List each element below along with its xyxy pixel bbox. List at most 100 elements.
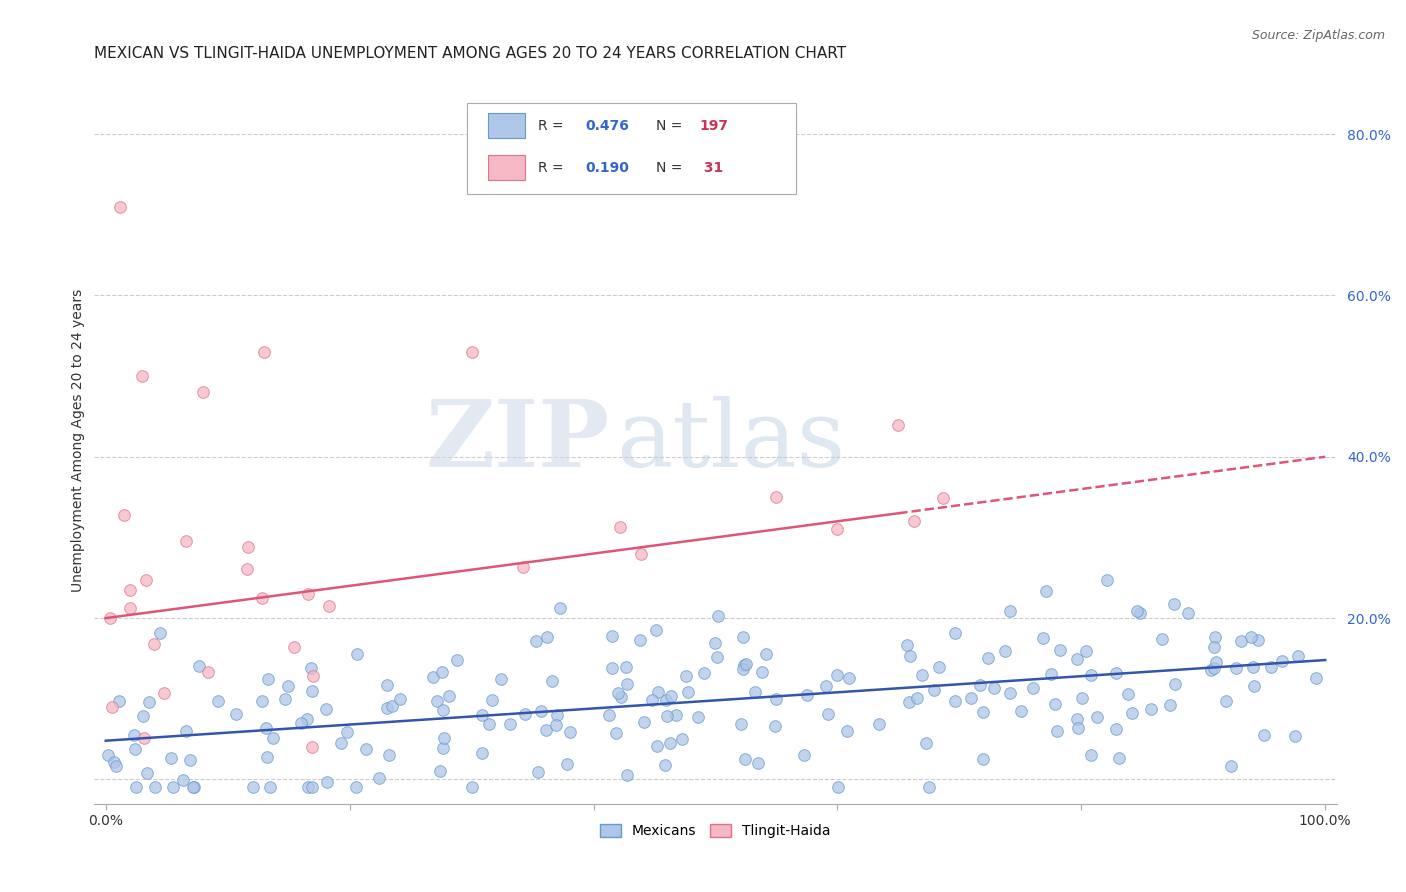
Point	[733, 657, 755, 672]
Point	[654, 693, 676, 707]
Point	[1204, 661, 1226, 675]
Point	[101, 700, 124, 714]
Point	[733, 630, 755, 644]
Point	[796, 688, 818, 702]
Point	[1199, 664, 1222, 678]
Point	[283, 640, 305, 654]
Point	[193, 385, 215, 400]
Point	[250, 693, 273, 707]
Point	[688, 710, 710, 724]
Point	[179, 753, 201, 767]
Point	[432, 665, 454, 679]
Point	[534, 723, 557, 737]
Point	[112, 508, 135, 523]
Point	[915, 735, 938, 749]
Point	[103, 756, 125, 770]
Point	[329, 736, 352, 750]
Point	[977, 650, 1000, 665]
Point	[1066, 712, 1088, 726]
Text: R =: R =	[537, 119, 568, 133]
Point	[734, 752, 756, 766]
Point	[1039, 667, 1062, 681]
Point	[512, 559, 534, 574]
Point	[301, 780, 323, 795]
Point	[943, 626, 966, 640]
Point	[131, 369, 153, 384]
Point	[1105, 666, 1128, 681]
Point	[104, 759, 127, 773]
Point	[461, 780, 484, 795]
Point	[132, 731, 155, 745]
Point	[346, 647, 368, 661]
Text: Source: ZipAtlas.com: Source: ZipAtlas.com	[1251, 29, 1385, 42]
Point	[143, 780, 166, 795]
Point	[1225, 661, 1247, 675]
Point	[1204, 631, 1226, 645]
Point	[671, 731, 693, 746]
Point	[614, 660, 637, 674]
Point	[290, 715, 312, 730]
Text: ZIP: ZIP	[426, 396, 610, 485]
Point	[645, 739, 668, 754]
Point	[524, 634, 547, 648]
Point	[1066, 721, 1088, 735]
Point	[183, 780, 205, 795]
Point	[527, 764, 550, 779]
Point	[174, 534, 197, 549]
Point	[922, 683, 945, 698]
Point	[299, 661, 322, 675]
Point	[1219, 759, 1241, 773]
Point	[905, 690, 928, 705]
Point	[1095, 573, 1118, 587]
Point	[1035, 584, 1057, 599]
Point	[931, 491, 953, 506]
Point	[607, 686, 630, 700]
FancyBboxPatch shape	[467, 103, 796, 194]
Point	[910, 668, 932, 682]
Point	[765, 692, 787, 706]
Point	[389, 691, 412, 706]
Point	[896, 639, 918, 653]
Point	[1022, 681, 1045, 695]
Point	[1241, 659, 1264, 673]
Point	[274, 691, 297, 706]
Point	[1066, 652, 1088, 666]
Point	[1205, 655, 1227, 669]
Point	[541, 674, 564, 689]
Text: atlas: atlas	[616, 396, 845, 485]
Point	[605, 726, 627, 740]
Point	[159, 751, 181, 765]
Point	[943, 694, 966, 708]
Point	[616, 677, 638, 691]
Point	[301, 740, 323, 755]
Point	[972, 752, 994, 766]
Text: N =: N =	[655, 161, 686, 175]
Point	[375, 678, 398, 692]
Point	[297, 587, 319, 601]
Point	[530, 704, 553, 718]
Point	[122, 728, 145, 742]
Point	[751, 665, 773, 679]
Point	[225, 707, 247, 722]
Point	[1253, 728, 1275, 742]
Point	[765, 490, 787, 504]
Point	[254, 721, 277, 735]
Point	[433, 731, 456, 746]
Point	[616, 768, 638, 782]
Point	[481, 693, 503, 707]
Point	[1108, 751, 1130, 765]
Text: MEXICAN VS TLINGIT-HAIDA UNEMPLOYMENT AMONG AGES 20 TO 24 YEARS CORRELATION CHAR: MEXICAN VS TLINGIT-HAIDA UNEMPLOYMENT AM…	[94, 46, 845, 62]
Point	[898, 695, 921, 709]
Point	[432, 703, 454, 717]
Point	[187, 659, 209, 673]
Point	[149, 626, 172, 640]
Point	[838, 672, 860, 686]
Point	[437, 689, 460, 703]
Point	[315, 702, 337, 716]
Point	[633, 715, 655, 730]
Point	[1177, 606, 1199, 620]
Point	[256, 749, 278, 764]
Point	[429, 764, 451, 778]
Point	[1305, 671, 1327, 685]
Point	[446, 653, 468, 667]
